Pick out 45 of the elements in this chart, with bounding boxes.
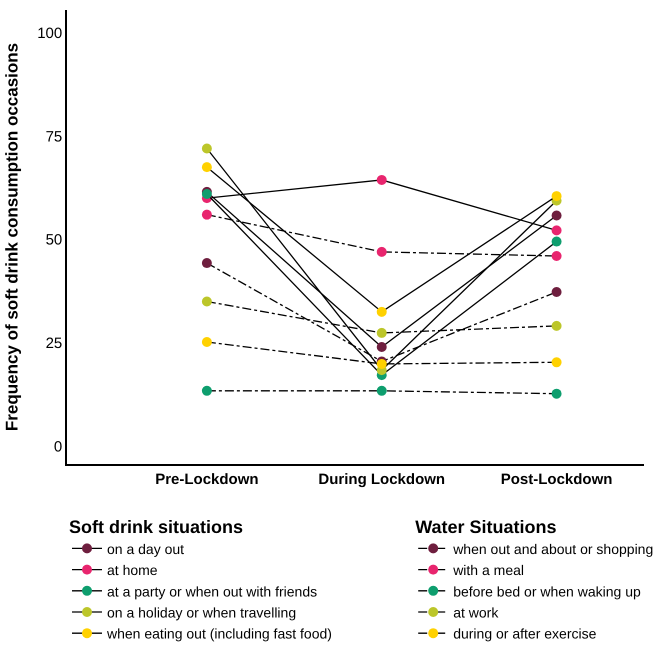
legend-label: at home [107,562,158,578]
point [202,162,212,172]
x-tick-label: During Lockdown [318,470,446,488]
point [202,386,212,396]
point [202,296,212,306]
y-tick-label: 25 [46,335,62,352]
y-tick-label: 100 [37,24,62,42]
point [376,358,387,369]
legend-label: when eating out (including fast food) [106,626,332,642]
y-tick-label: 0 [54,438,62,456]
text: Water Situations [415,516,557,537]
point [552,320,562,331]
point [552,388,562,399]
legend-label: on a day out [107,540,184,557]
point [202,189,212,199]
point [376,386,387,396]
point [376,246,387,257]
point [376,342,387,352]
point [202,144,212,154]
point [552,286,562,297]
point [552,225,562,236]
point [376,328,387,338]
legend-label: with a meal [452,562,524,578]
legend-label: at work [453,604,500,620]
point [552,251,562,262]
y-tick-label: 75 [46,128,62,146]
point [552,236,562,247]
point [376,174,387,185]
legend-label: when out and about or shopping [452,540,654,557]
point [552,357,562,368]
x-tick-label: Pre-Lockdown [155,470,259,488]
point [202,258,212,268]
y-tick-label: 50 [46,232,62,249]
legend-label: on a holiday or when travelling [107,604,296,620]
point [552,191,562,202]
legend-label: during or after exercise [453,626,597,642]
point [202,210,212,220]
y-axis-title: Frequency of soft drink consumption occasions [2,42,22,432]
legend-label: at a party or when out with friends [107,583,318,600]
point [552,210,562,220]
legend-label: before bed or when waking up [453,583,641,600]
point [202,337,212,348]
text: Soft drink situations [69,516,244,537]
point [376,306,387,317]
x-tick-label: Post-Lockdown [500,470,612,488]
